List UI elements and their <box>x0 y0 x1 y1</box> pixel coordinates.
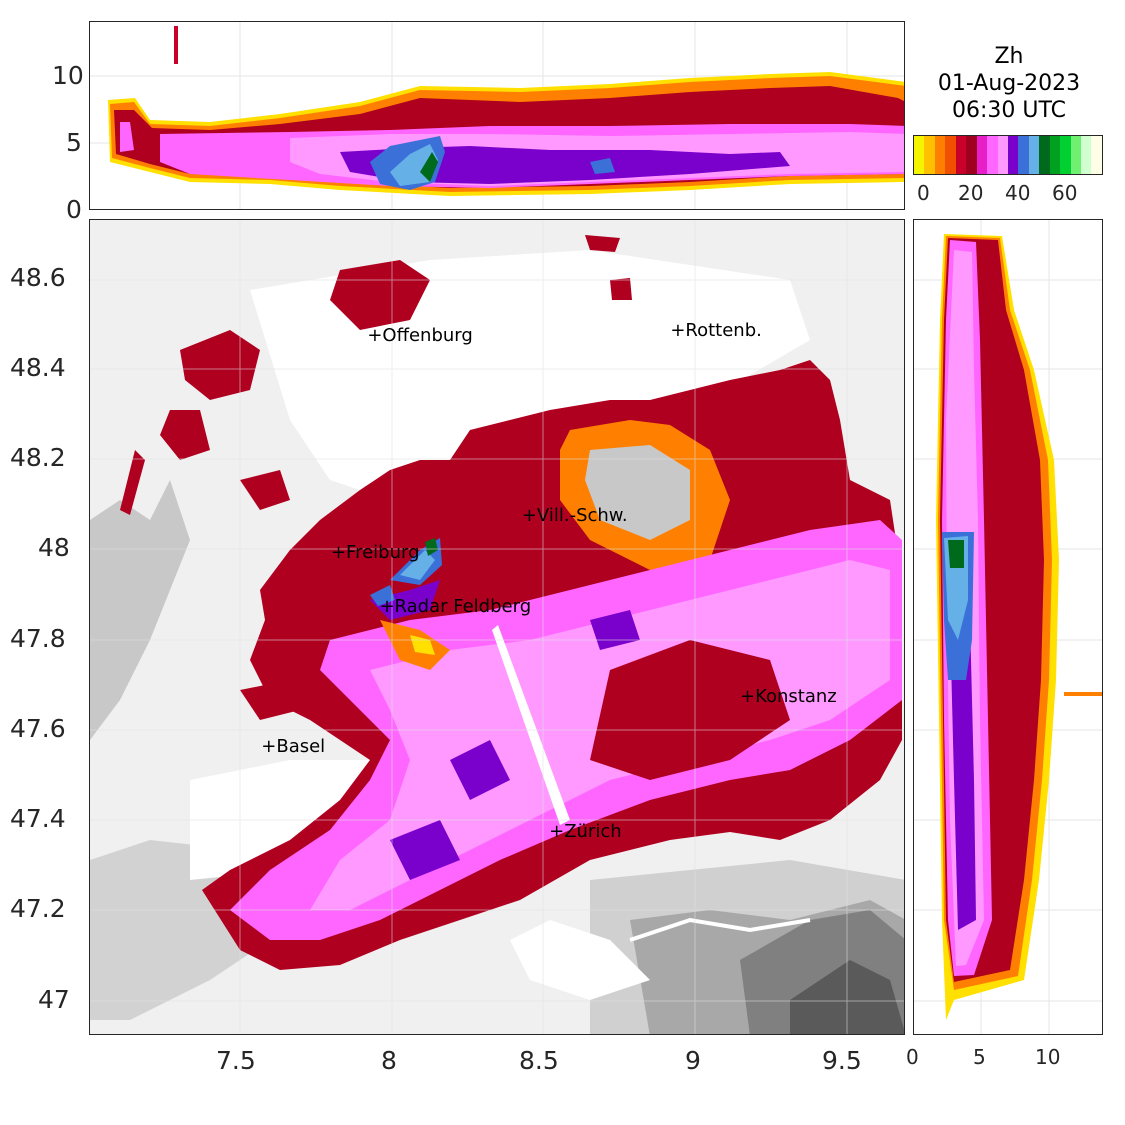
city-label: +Radar Feldberg <box>379 595 532 617</box>
reflectivity-colorbar <box>913 135 1103 175</box>
colorbar-swatch <box>987 136 998 174</box>
height-tick-right-10: 10 <box>1035 1045 1061 1069</box>
city-label: +Konstanz <box>740 685 837 707</box>
colorbar-swatch <box>1049 136 1061 174</box>
colorbar-swatch <box>1070 136 1081 174</box>
colorbar-swatch <box>997 136 1008 174</box>
lat-tick-47.4: 47.4 <box>10 804 66 833</box>
echo-map <box>90 235 904 1034</box>
colorbar-tick-20: 20 <box>958 181 984 205</box>
radar-map: +Offenburg +Rottenb. +Vill.-Schw. +Freiburg… <box>89 219 905 1035</box>
lat-tick-48.2: 48.2 <box>10 443 66 472</box>
city-label: +Basel <box>261 735 326 757</box>
lon-height-section <box>89 21 905 210</box>
colorbar-swatch <box>914 136 925 174</box>
lon-tick-8: 8 <box>381 1046 397 1075</box>
colorbar-swatch <box>955 136 967 174</box>
date-label: 01-Aug-2023 <box>937 71 1081 96</box>
lat-tick-47.2: 47.2 <box>10 894 66 923</box>
colorbar-swatch <box>1028 136 1040 174</box>
lat-tick-47: 47 <box>38 985 70 1014</box>
lon-tick-8.5: 8.5 <box>519 1046 559 1075</box>
height-lat-echo <box>914 220 1102 1034</box>
city-label: +Freiburg <box>330 541 420 563</box>
lat-tick-48.6: 48.6 <box>10 263 66 292</box>
height-tick-right-0: 0 <box>906 1045 919 1069</box>
lon-tick-9: 9 <box>685 1046 701 1075</box>
lon-tick-9.5: 9.5 <box>822 1046 862 1075</box>
colorbar-swatch <box>966 136 977 174</box>
colorbar-swatch <box>1060 136 1071 174</box>
city-label: +Rottenb. <box>670 320 762 342</box>
height-tick-0: 0 <box>66 195 82 224</box>
city-label: +Vill.-Schw. <box>521 505 628 527</box>
colorbar-swatch <box>934 136 946 174</box>
lon-height-echo <box>90 22 904 209</box>
colorbar-swatch <box>945 136 956 174</box>
colorbar-swatch <box>976 136 988 174</box>
lat-tick-48.4: 48.4 <box>10 353 66 382</box>
city-label: +Offenburg <box>367 324 473 346</box>
colorbar-swatch <box>1039 136 1050 174</box>
lon-tick-7.5: 7.5 <box>216 1046 256 1075</box>
colorbar-tick-40: 40 <box>1005 181 1031 205</box>
lat-tick-48: 48 <box>38 533 70 562</box>
lat-tick-47.8: 47.8 <box>10 624 66 653</box>
height-tick-10: 10 <box>52 61 84 90</box>
colorbar-swatch <box>1081 136 1092 174</box>
city-label: +Zürich <box>549 821 622 843</box>
colorbar-tick-60: 60 <box>1052 181 1078 205</box>
product-title: Zh <box>994 44 1024 69</box>
colorbar-swatch <box>1091 136 1102 174</box>
height-tick-5: 5 <box>66 128 82 157</box>
time-label: 06:30 UTC <box>951 98 1066 123</box>
colorbar-swatch <box>1007 136 1019 174</box>
height-tick-right-5: 5 <box>973 1045 986 1069</box>
colorbar-swatch <box>924 136 935 174</box>
colorbar-tick-0: 0 <box>917 181 930 205</box>
colorbar-swatch <box>1018 136 1029 174</box>
height-lat-section <box>913 219 1103 1035</box>
lat-tick-47.6: 47.6 <box>10 714 66 743</box>
